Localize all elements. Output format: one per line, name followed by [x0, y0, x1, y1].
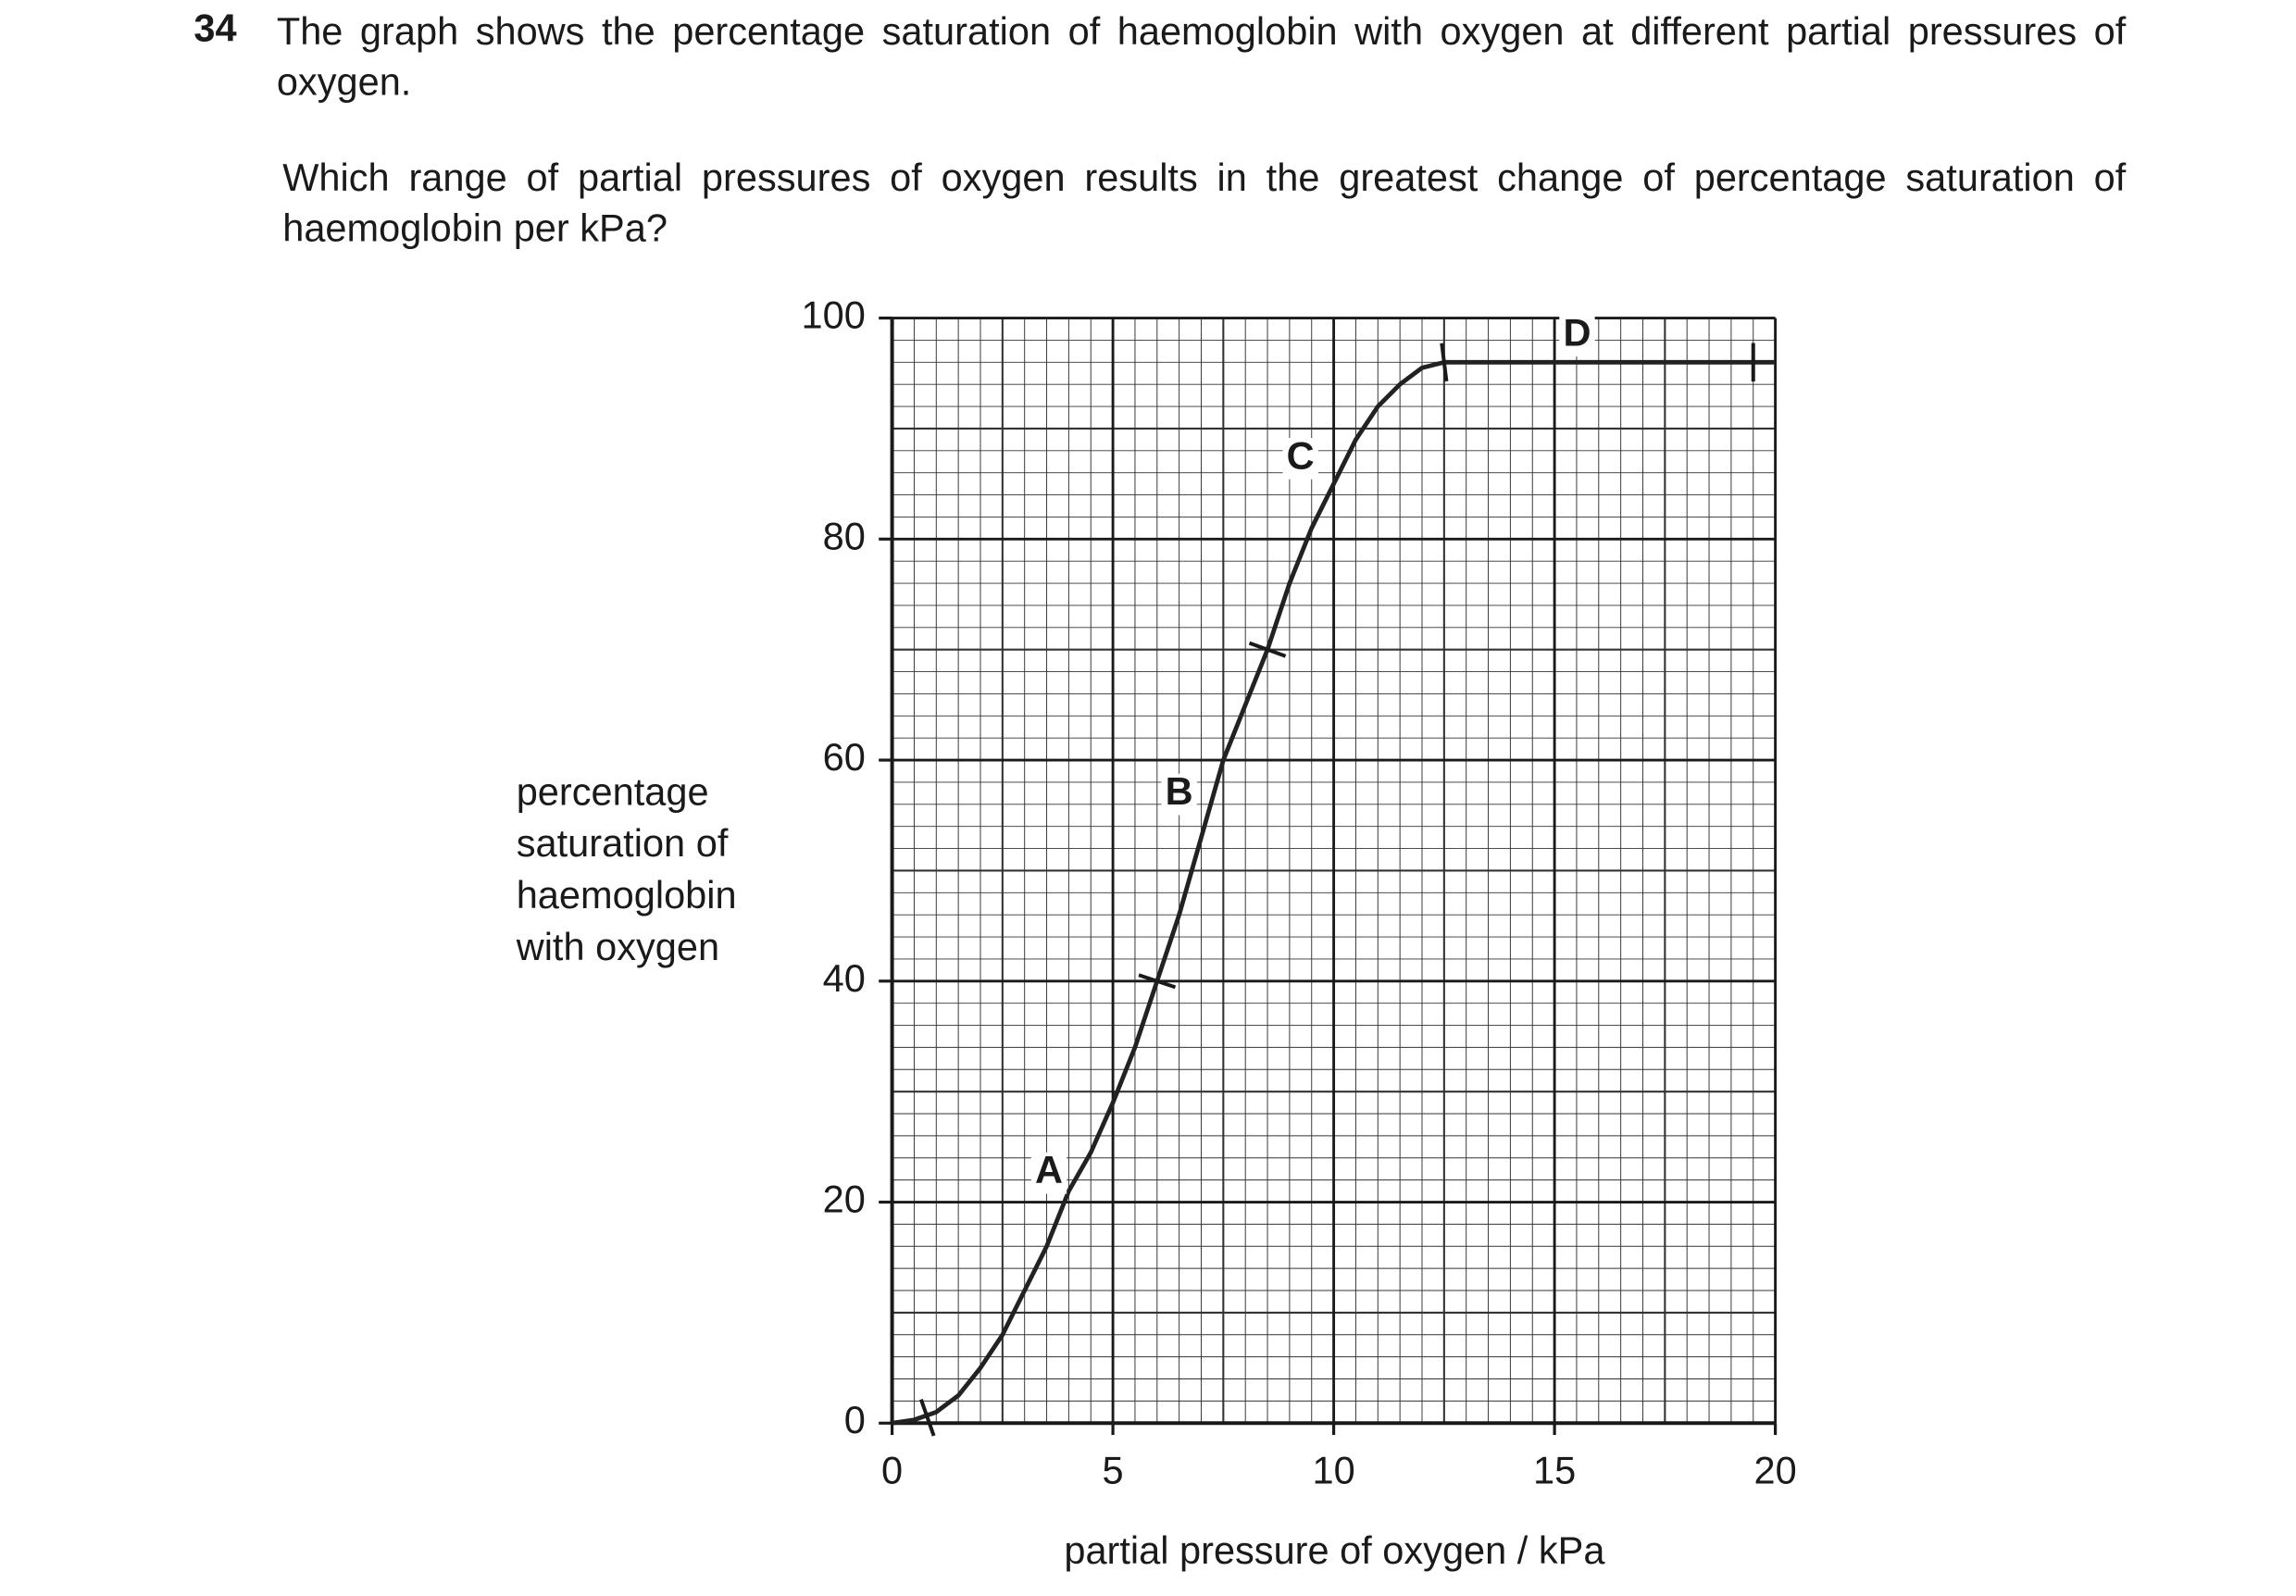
x-tick-label: 20 — [1753, 1449, 1796, 1492]
y-tick-label: 60 — [823, 735, 866, 779]
question-stem: The graph shows the percentage saturatio… — [276, 8, 2127, 104]
range-label-bg — [1282, 438, 1318, 480]
range-boundary — [1138, 973, 1177, 990]
data-line — [892, 359, 1776, 1426]
range-label-bg — [1161, 773, 1197, 816]
range-label: A — [1035, 1148, 1063, 1191]
y-tick-label: 80 — [823, 514, 866, 557]
x-tick-label: 0 — [881, 1449, 903, 1492]
range-boundary — [919, 1399, 936, 1437]
range-label: C — [1287, 433, 1315, 477]
y-tick-label: 100 — [802, 293, 866, 337]
range-boundary — [1440, 343, 1449, 382]
y-tick-label: 20 — [823, 1178, 866, 1221]
y-tick-label: 40 — [823, 956, 866, 1000]
x-tick-label: 10 — [1312, 1449, 1354, 1492]
x-axis-label: partial pressure of oxygen / kPa — [1064, 1528, 1605, 1572]
x-tick-label: 15 — [1533, 1449, 1576, 1492]
range-label: D — [1563, 311, 1591, 355]
question-number: 34 — [193, 6, 237, 51]
range-label-bg — [1559, 315, 1595, 357]
range-label: B — [1166, 769, 1193, 813]
y-axis-label: percentage saturation of haemoglobin wit… — [516, 768, 737, 969]
range-boundary — [1248, 641, 1287, 658]
y-tick-label: 0 — [844, 1398, 866, 1441]
range-label-bg — [1030, 1152, 1067, 1194]
x-tick-label: 5 — [1103, 1449, 1124, 1492]
question-prompt: Which range of partial pressures of oxyg… — [282, 155, 2127, 251]
